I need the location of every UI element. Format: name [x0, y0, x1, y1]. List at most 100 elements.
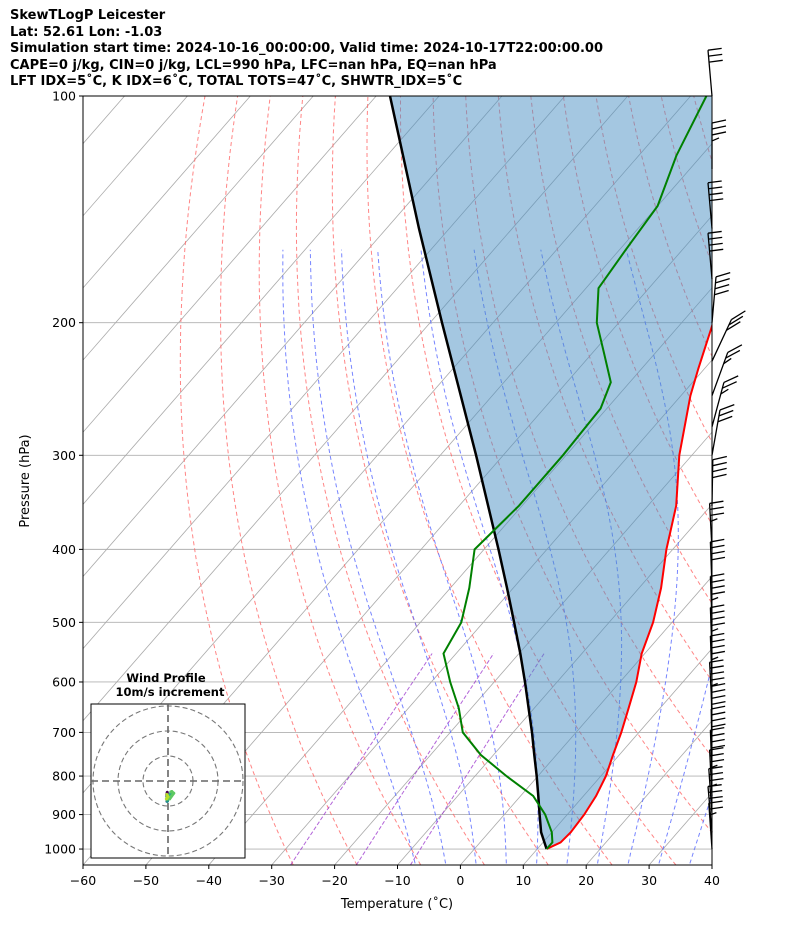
wind-barb-staff [711, 352, 729, 396]
wind-barb-feather [710, 738, 725, 743]
x-tick-label: −40 [196, 873, 222, 888]
wind-barb-feather [718, 409, 734, 417]
x-tick-label: 20 [578, 873, 594, 888]
dry-adiabat [366, 96, 613, 865]
wind-barb-feather [711, 131, 727, 136]
x-tick-label: −30 [259, 873, 285, 888]
wind-barb-feather [708, 53, 723, 57]
dry-adiabat [220, 96, 358, 865]
wind-barb-feather [715, 272, 731, 278]
hodograph-inset: Wind Profile 10m/s increment [90, 671, 246, 859]
wind-barb-feather [711, 683, 726, 688]
wind-barb [711, 272, 731, 323]
wind-barb [711, 344, 743, 396]
wind-barb-feather [710, 585, 725, 589]
wind-barb-feather [719, 403, 735, 411]
wind-barb-feather [711, 711, 726, 716]
wind-barb-feather [712, 461, 727, 467]
y-axis-label: Pressure (hPa) [18, 434, 33, 527]
isotherm [83, 96, 377, 433]
wind-barb-feather [711, 723, 726, 728]
wind-barb-feather [710, 544, 725, 549]
wind-barb-feather [727, 344, 743, 354]
wind-barb-staff [707, 50, 713, 97]
isotherm [397, 503, 712, 865]
y-tick-label: 700 [52, 725, 76, 740]
x-tick-label: −50 [133, 873, 159, 888]
wind-barb-feather [710, 644, 725, 649]
y-tick-label: 1000 [44, 842, 76, 857]
wind-barb-staff [708, 768, 713, 815]
dry-adiabat [179, 96, 294, 865]
y-tick-label: 900 [52, 807, 76, 822]
wind-barb-feather [714, 289, 729, 296]
y-tick-label: 600 [52, 674, 76, 689]
convective-parameters: CAPE=0 j/kg, CIN=0 j/kg, LCL=990 hPa, LF… [10, 57, 497, 73]
wind-barb-staff [707, 786, 713, 833]
wind-barb-feather [711, 137, 720, 142]
moist-adiabat [689, 792, 712, 864]
wind-barb-feather [710, 622, 726, 627]
mixing-ratio-line [355, 653, 495, 865]
wind-barb-feather [711, 125, 727, 130]
dry-adiabat [726, 96, 794, 865]
wind-barb-feather [712, 467, 727, 473]
wind-barb-feather [715, 277, 730, 284]
wind-barb-feather [728, 315, 744, 326]
wind-barbs [707, 47, 746, 850]
wind-barb-feather [707, 230, 722, 234]
wind-barb-feather [726, 321, 741, 331]
wind-barb-feather [708, 186, 723, 190]
isotherm [711, 864, 712, 865]
wind-barb-feather [710, 556, 726, 561]
hodograph-plot [91, 704, 245, 858]
wind-barb-feather [712, 473, 727, 479]
wind-barb-staff [708, 803, 713, 850]
location-coordinates: Lat: 52.61 Lon: -1.03 [10, 24, 163, 40]
wind-barb [707, 180, 724, 229]
wind-barb-staff [711, 319, 733, 362]
wind-barb-feather [710, 744, 726, 749]
wind-barb-feather [707, 180, 722, 184]
axes: −60 −50 −40 −30 −20 −10 0 10 20 30 40 100 200 300 400 5… [44, 89, 720, 889]
wind-barb-feather [711, 119, 727, 124]
wind-barb [707, 230, 724, 280]
parcel-profile-line [388, 96, 548, 850]
isotherm [83, 96, 503, 578]
wind-barb-feather [710, 732, 725, 737]
x-axis-label: Temperature (˚C) [340, 896, 453, 912]
x-tick-label: −10 [384, 873, 410, 888]
wind-barb-feather [731, 310, 746, 321]
wind-barb-feather [708, 59, 723, 63]
hodograph-trace-segment [165, 792, 170, 799]
wind-barb [711, 119, 727, 169]
wind-barb-feather [717, 415, 733, 423]
wind-barb-feather [723, 375, 739, 383]
isotherm [83, 96, 440, 505]
isotherm [775, 96, 794, 865]
moist-adiabat [282, 249, 416, 864]
wind-barb [709, 632, 726, 683]
wind-barb-feather [711, 688, 726, 694]
wind-barb-feather [710, 616, 725, 621]
y-tick-label: 500 [52, 615, 76, 630]
mixing-ratio-line [409, 653, 545, 865]
wind-barb-feather [710, 610, 725, 615]
isotherm [83, 96, 314, 361]
wind-barb-staff [707, 233, 713, 280]
dry-adiabat [258, 96, 422, 865]
wind-barb-feather [710, 677, 725, 681]
wind-barb-feather [710, 538, 725, 543]
wind-barb-feather [710, 591, 726, 595]
wind-barb-feather [710, 512, 725, 517]
dry-adiabat [400, 96, 677, 865]
y-tick-label: 800 [52, 769, 76, 784]
wind-barb-feather [707, 47, 722, 51]
wind-barb-feather [723, 357, 732, 365]
wind-barb-feather [711, 705, 726, 710]
simulation-times: Simulation start time: 2024-10-16_00:00:… [10, 41, 603, 56]
wind-barb [711, 310, 746, 362]
dewpoint-profile-line [442, 96, 708, 850]
wind-barb-feather [710, 671, 725, 675]
wind-barb-staff [711, 382, 725, 428]
